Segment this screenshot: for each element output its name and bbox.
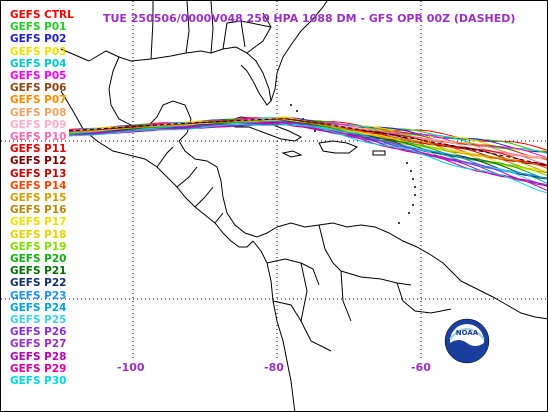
legend-item: GEFS P16 xyxy=(10,204,67,217)
central-america-borders xyxy=(156,146,224,224)
legend-item: GEFS P12 xyxy=(10,155,67,168)
legend-item: GEFS P23 xyxy=(10,289,67,302)
legend-item: GEFS P22 xyxy=(10,277,67,290)
legend-item: GEFS P17 xyxy=(10,216,67,229)
legend-item: GEFS P08 xyxy=(10,106,67,119)
lon-label-80: -80 xyxy=(264,361,284,374)
south-america-north-coast xyxy=(276,222,462,282)
south-america-borders xyxy=(266,224,452,352)
us-atlantic-coast xyxy=(270,1,328,102)
south-america-west-coast xyxy=(252,240,296,411)
us-state-borders xyxy=(150,1,272,60)
legend-item: GEFS P11 xyxy=(10,143,67,156)
legend-item: GEFS P27 xyxy=(10,338,67,351)
noaa-logo: NOAA xyxy=(444,318,490,364)
legend-item: GEFS P07 xyxy=(10,94,67,107)
legend-item: GEFS P02 xyxy=(10,33,67,46)
legend-item: GEFS P30 xyxy=(10,375,67,388)
legend-item: GEFS P14 xyxy=(10,179,67,192)
legend-item: GEFS P01 xyxy=(10,21,67,34)
legend-item: GEFS P29 xyxy=(10,362,67,375)
legend-item: GEFS P19 xyxy=(10,240,67,253)
south-america-east-coast xyxy=(460,280,547,320)
pacific-coast xyxy=(60,90,254,248)
ensemble-contours xyxy=(68,116,547,194)
legend-item: GEFS P03 xyxy=(10,45,67,58)
us-mexico-border xyxy=(60,48,90,62)
legend-item: GEFS P04 xyxy=(10,57,67,70)
map-title: TUE 250506/0000V048 250 HPA 1088 DM - GF… xyxy=(103,12,516,25)
legend-item: GEFS P05 xyxy=(10,70,67,83)
legend-item: GEFS P21 xyxy=(10,265,67,278)
legend-item: GEFS CTRL xyxy=(10,9,74,21)
legend-item: GEFS P09 xyxy=(10,118,67,131)
puerto-rico xyxy=(372,150,386,156)
legend-item: GEFS P10 xyxy=(10,131,67,144)
legend-item: GEFS P26 xyxy=(10,326,67,339)
lon-label-100: -100 xyxy=(117,361,145,374)
coastlines xyxy=(60,1,547,411)
legend-item: GEFS P24 xyxy=(10,301,67,314)
lon-label-60: -60 xyxy=(411,361,431,374)
legend-item: GEFS P18 xyxy=(10,228,67,241)
lesser-antilles xyxy=(398,162,416,224)
legend-item: GEFS P25 xyxy=(10,314,67,327)
ensemble-legend: GEFS CTRL GEFS P01 GEFS P02 GEFS P03 GEFS P0… xyxy=(10,9,74,387)
legend-item: GEFS P13 xyxy=(10,167,67,180)
hispaniola xyxy=(318,140,359,154)
legend-item: GEFS P28 xyxy=(10,350,67,363)
noaa-logo-text: NOAA xyxy=(456,329,479,337)
contour-line xyxy=(68,123,547,194)
legend-item: GEFS P20 xyxy=(10,253,67,266)
legend-item: GEFS P15 xyxy=(10,192,67,205)
gulf-coast xyxy=(88,46,272,106)
opr-dashed-contour xyxy=(68,118,547,166)
andean-borders xyxy=(272,300,302,322)
legend-item: GEFS P06 xyxy=(10,82,67,95)
jamaica xyxy=(281,150,303,158)
contour-line xyxy=(68,121,547,187)
caribbean-coast-central-america xyxy=(178,140,278,238)
mexico-gulf-coast xyxy=(108,56,192,142)
